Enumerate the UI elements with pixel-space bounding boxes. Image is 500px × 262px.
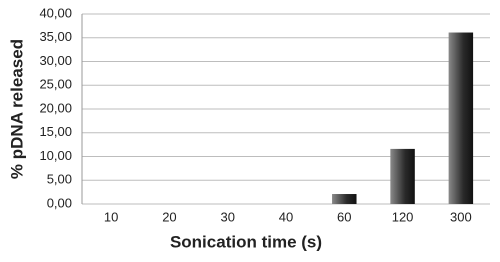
y-tick-label: 30,00: [39, 53, 72, 68]
y-tick-label: 0,00: [47, 195, 72, 210]
x-tick-label: 40: [279, 209, 293, 224]
x-tick-label: 300: [450, 209, 472, 224]
x-axis-title: Sonication time (s): [170, 232, 322, 251]
x-tick-label: 20: [162, 209, 176, 224]
y-tick-label: 40,00: [39, 5, 72, 20]
y-tick-label: 25,00: [39, 77, 72, 92]
x-tick-label: 60: [337, 209, 351, 224]
y-tick-label: 15,00: [39, 124, 72, 139]
y-tick-label: 10,00: [39, 148, 72, 163]
x-tick-label: 10: [104, 209, 118, 224]
y-tick-label: 5,00: [47, 172, 72, 187]
bar: [332, 194, 357, 204]
y-axis-title: % pDNA released: [7, 39, 26, 179]
y-tick-label: 35,00: [39, 29, 72, 44]
y-tick-label: 20,00: [39, 100, 72, 115]
bar: [448, 32, 474, 205]
bar: [390, 148, 415, 204]
x-tick-label: 30: [220, 209, 234, 224]
x-tick-label: 120: [392, 209, 414, 224]
